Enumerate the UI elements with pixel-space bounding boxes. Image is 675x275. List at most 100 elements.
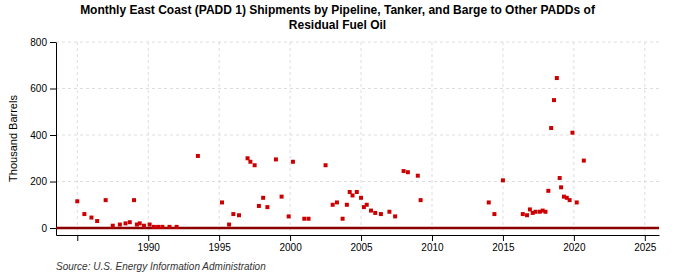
x-axis-tick: 2000 — [279, 235, 302, 253]
y-axis-tick-mark — [50, 228, 56, 229]
point — [82, 212, 86, 216]
point — [501, 178, 505, 182]
x-axis-tick-mark — [645, 235, 646, 241]
grid-line-y — [56, 181, 659, 182]
point — [487, 200, 491, 204]
point — [227, 223, 231, 227]
x-axis-tick-mark — [503, 235, 504, 241]
point — [582, 159, 586, 163]
point — [387, 210, 391, 214]
point — [575, 200, 579, 204]
point — [75, 199, 79, 203]
y-axis-tick: 200 — [30, 176, 56, 187]
point — [168, 225, 172, 229]
x-axis-tick: 2015 — [492, 235, 515, 253]
point — [546, 189, 550, 193]
grid-line-x — [219, 42, 220, 235]
point — [373, 211, 377, 215]
point — [558, 176, 562, 180]
x-axis-tick: 1990 — [138, 235, 161, 253]
point — [237, 213, 241, 217]
x-axis-tick-label: 2000 — [279, 242, 302, 253]
point — [196, 154, 200, 158]
point — [393, 214, 397, 218]
x-axis-tick-label: 2020 — [563, 242, 586, 253]
point — [348, 190, 352, 194]
grid-line-x — [573, 42, 574, 235]
point — [307, 217, 311, 221]
point — [341, 217, 345, 221]
point — [302, 217, 306, 221]
x-axis-tick: 2020 — [563, 235, 586, 253]
x-axis-tick: 2005 — [350, 235, 373, 253]
point — [365, 203, 369, 207]
x-axis-tick-mark — [77, 235, 78, 241]
point — [402, 169, 406, 173]
x-axis-tick-mark — [148, 235, 149, 241]
point — [525, 213, 529, 217]
point — [419, 198, 423, 202]
source: Source: U.S. Energy Information Administ… — [56, 261, 266, 272]
point — [324, 163, 328, 167]
x-axis-tick-mark — [361, 235, 362, 241]
point — [118, 223, 122, 227]
grid-line-y — [56, 228, 659, 229]
point — [148, 223, 152, 227]
y-axis-tick-mark — [50, 42, 56, 43]
grid-line-x — [502, 42, 503, 235]
point — [128, 220, 132, 224]
x-axis-tick: 1995 — [209, 235, 232, 253]
x-axis-tick-label: 1990 — [138, 242, 161, 253]
x-axis-line — [57, 235, 660, 236]
x-axis-tick-label: 2025 — [634, 242, 657, 253]
point — [280, 195, 284, 199]
y-axis-tick-label: 0 — [41, 223, 47, 234]
y-axis-tick-mark — [50, 182, 56, 183]
point — [138, 221, 142, 225]
y-axis-tick-label: 200 — [30, 176, 47, 187]
grid-line-x — [77, 42, 78, 235]
y-axis-tick-mark — [50, 135, 56, 136]
grid-line-y — [56, 42, 659, 43]
point — [355, 190, 359, 194]
grid-line-x — [644, 42, 645, 235]
chart: 1990 1995 2000 2005 2010 2015 2020 2025 0 200 400 6… — [0, 0, 675, 275]
grid-line-x — [290, 42, 291, 235]
x-axis-tick-label: 2010 — [421, 242, 444, 253]
point — [175, 225, 179, 229]
grid-line-y — [56, 135, 659, 136]
point — [568, 198, 572, 202]
y-axis-tick-label: 800 — [30, 37, 47, 48]
x-axis-tick-mark — [219, 235, 220, 241]
y-axis-title: Thousand Barrels — [7, 95, 19, 182]
x-axis: 1990 1995 2000 2005 2010 2015 2020 2025 — [57, 235, 660, 253]
x-axis-tick-label: 2015 — [492, 242, 515, 253]
y-axis-tick: 400 — [30, 130, 56, 141]
grid-line-x — [431, 42, 432, 235]
y-axis-tick: 0 — [41, 223, 56, 234]
point — [231, 212, 235, 216]
y-axis-tick-label: 600 — [30, 83, 47, 94]
x-axis-tick-mark — [432, 235, 433, 241]
point — [345, 203, 349, 207]
point — [246, 156, 250, 160]
point — [351, 193, 355, 197]
point — [253, 163, 257, 167]
point — [152, 225, 156, 229]
point — [274, 157, 278, 161]
point — [331, 203, 335, 207]
title: Monthly East Coast (PADD 1) Shipments by… — [80, 3, 596, 32]
point — [265, 205, 269, 209]
point — [528, 207, 532, 211]
y-axis-line — [56, 43, 57, 236]
y-axis: 0 200 400 600 800 — [30, 37, 56, 236]
point — [142, 224, 146, 228]
point — [160, 225, 164, 229]
point — [335, 200, 339, 204]
x-axis-tick: 2010 — [421, 235, 444, 253]
point — [248, 160, 252, 164]
point — [287, 214, 291, 218]
y-axis-tick-mark — [50, 89, 56, 90]
points — [75, 76, 586, 229]
point — [492, 212, 496, 216]
